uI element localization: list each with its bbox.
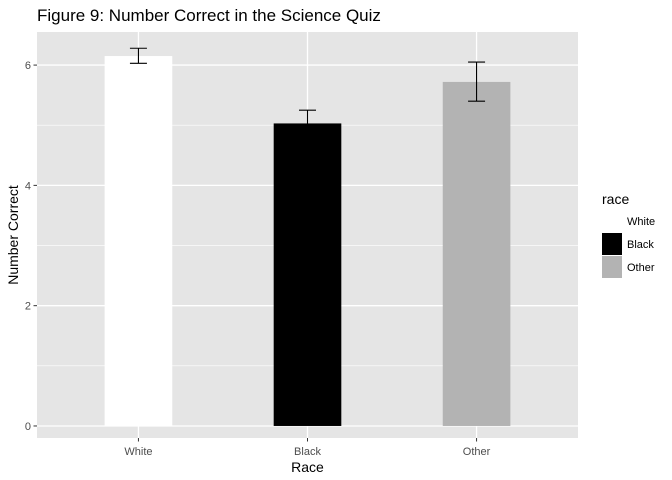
legend-label: Other xyxy=(627,262,655,274)
legend-item-white: White xyxy=(602,210,655,232)
legend-item-black: Black xyxy=(602,233,654,255)
legend-item-other: Other xyxy=(602,256,655,278)
y-tick-label: 2 xyxy=(25,301,31,313)
legend-key xyxy=(602,210,622,232)
error-bars xyxy=(129,47,486,138)
legend-label: White xyxy=(627,216,655,228)
x-tick-label: White xyxy=(124,446,152,458)
y-tick-label: 6 xyxy=(25,60,31,72)
bar-other xyxy=(442,81,511,426)
x-axis-title: Race xyxy=(291,459,324,475)
x-tick-label: Black xyxy=(294,446,321,458)
y-axis-ticks: 0 2 4 6 xyxy=(25,60,37,433)
y-tick-label: 4 xyxy=(25,180,31,192)
bar-white xyxy=(104,56,173,426)
bar-black xyxy=(273,123,342,426)
error-bar-black xyxy=(299,109,316,138)
x-tick-label: Other xyxy=(463,446,491,458)
y-axis-title: Number Correct xyxy=(5,185,21,285)
error-bar-other xyxy=(468,61,486,102)
chart-title: Figure 9: Number Correct in the Science … xyxy=(37,6,381,25)
x-axis-ticks: White Black Other xyxy=(124,438,491,458)
legend-label: Black xyxy=(627,239,654,251)
bars xyxy=(104,56,511,426)
error-bar-white xyxy=(129,47,147,64)
legend-key xyxy=(602,256,622,278)
legend-entries: White Black Other xyxy=(602,210,655,278)
legend-title: race xyxy=(602,191,629,207)
legend: race White Black Other xyxy=(602,191,655,278)
y-tick-label: 0 xyxy=(25,421,31,433)
legend-key xyxy=(602,233,622,255)
